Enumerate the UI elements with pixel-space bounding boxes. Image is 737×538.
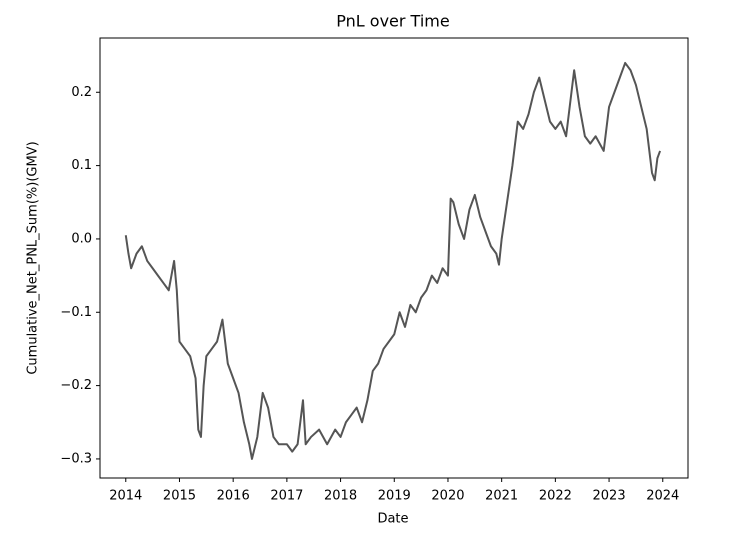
x-tick-label: 2023 [593, 489, 626, 504]
plot-frame [99, 37, 689, 479]
y-tick-label: −0.2 [60, 378, 92, 393]
y-tick-label: −0.1 [60, 305, 92, 320]
x-tick-label: 2014 [109, 489, 142, 504]
y-tick-label: 0.1 [71, 158, 92, 173]
x-tick-label: 2022 [539, 489, 572, 504]
x-tick-label: 2024 [646, 489, 679, 504]
y-tick-label: 0.0 [71, 231, 92, 246]
pnl-line [124, 61, 662, 460]
x-tick-label: 2019 [378, 489, 411, 504]
x-axis-label: Date [377, 512, 408, 527]
x-tick-label: 2017 [270, 489, 303, 504]
y-axis-label: Cumulative_Net_PNL_Sum(%)(GMV) [26, 141, 41, 374]
x-tick-label: 2021 [485, 489, 518, 504]
x-tick-label: 2020 [431, 489, 464, 504]
x-tick-label: 2015 [163, 489, 196, 504]
x-tick-label: 2018 [324, 489, 357, 504]
y-tick-label: −0.3 [60, 451, 92, 466]
chart-title: PnL over Time [336, 12, 449, 31]
x-tick-label: 2016 [217, 489, 250, 504]
y-tick-label: 0.2 [71, 85, 92, 100]
